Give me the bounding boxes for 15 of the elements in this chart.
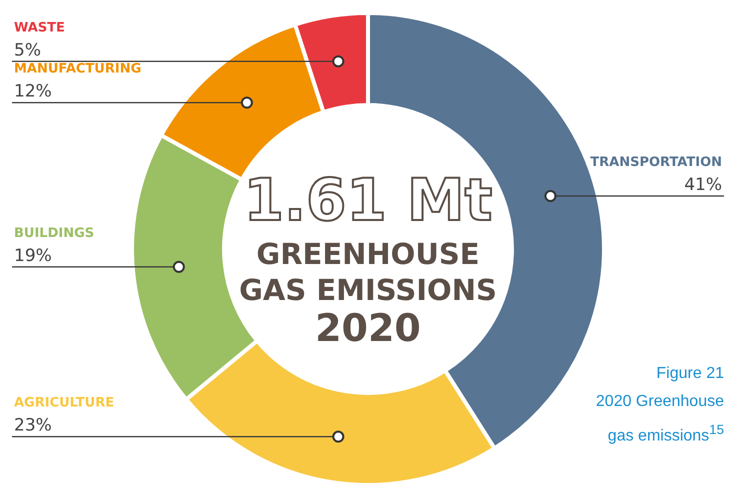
data-label: 12% (14, 82, 52, 102)
slice-label: MANUFACTURING (14, 62, 142, 77)
text: 1.61 Mt (244, 166, 492, 234)
slice-label: AGRICULTURE (14, 396, 114, 411)
text: GREENHOUSE GAS EMISSIONS (238, 236, 498, 308)
caption: Figure 21 (655, 364, 724, 384)
data-label: 41% (684, 174, 722, 195)
data-label: 5% (14, 40, 41, 60)
slice-label: TRANSPORTATION (590, 154, 722, 170)
data-label: 19% (14, 246, 52, 266)
text: 2020 (314, 306, 422, 350)
text: 2020 Greenhouse gas emissions$^{15}$ (594, 392, 724, 446)
data-label: 23% (14, 416, 52, 436)
slice-label: WASTE (14, 20, 65, 36)
slice-label: BUILDINGS (14, 226, 94, 241)
